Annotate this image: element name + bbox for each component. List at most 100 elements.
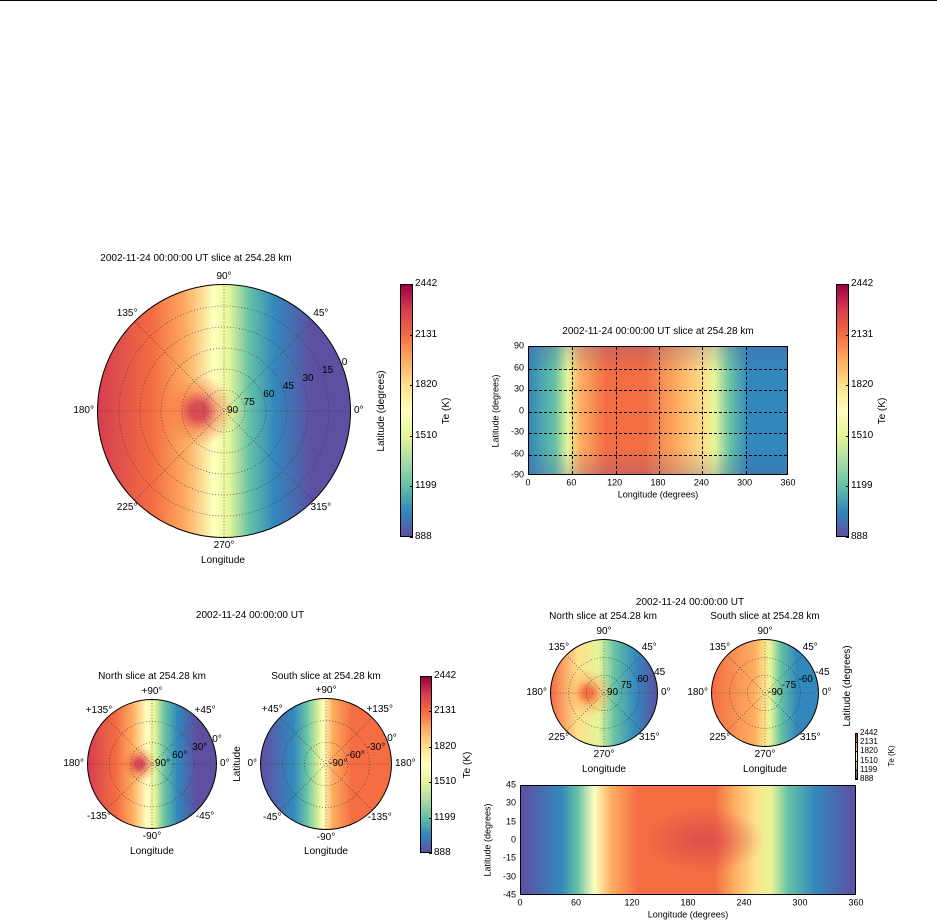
colorbar-tick-label: 888 — [415, 531, 432, 542]
colorbar-tick-label: 1820 — [851, 379, 874, 391]
chart4-south-title: South slice at 254.28 km — [710, 611, 820, 622]
angle-tick-label: 180° — [687, 687, 708, 698]
y-axis-label: Latitude (degrees) — [490, 373, 501, 448]
chart4-north-x-label: Longitude — [582, 764, 626, 775]
chart2-title: 2002-11-24 00:00:00 UT slice at 254.28 k… — [562, 326, 754, 337]
y-tick-label: -30 — [510, 426, 524, 437]
colorbar — [420, 676, 432, 853]
x-tick-label: 0 — [525, 477, 531, 488]
colorbar-tick-label: 2442 — [851, 278, 874, 289]
x-tick-label: 360 — [780, 477, 796, 488]
radial-tick-label: 75 — [243, 397, 255, 409]
x-tick-label: 240 — [693, 477, 709, 488]
colorbar — [400, 284, 413, 537]
colorbar-tick-label: 888 — [851, 531, 868, 542]
y-tick-label: 90 — [513, 340, 524, 351]
colorbar-tick-label: 2131 — [851, 328, 874, 340]
chart3-south-title: South slice at 254.28 km — [271, 671, 381, 682]
grid-circle — [568, 657, 640, 729]
y-tick-label: 0 — [518, 405, 524, 415]
radial-tick-label: 75 — [620, 680, 632, 692]
colorbar-tick — [846, 284, 849, 285]
colorbar-tick-label: 1199 — [860, 764, 878, 774]
radial-tick-label: 45 — [654, 666, 666, 678]
colorbar-tick — [429, 711, 432, 713]
colorbar-tick-label: 888 — [434, 847, 451, 858]
y-tick-label: -15 — [502, 852, 516, 863]
x-tick-label: 120 — [607, 477, 623, 488]
x-tick-label: 360 — [848, 897, 864, 908]
colorbar-label: Te (K) — [877, 397, 888, 424]
colorbar-tick-label: 2131 — [415, 328, 438, 340]
angle-tick-label: 225° — [116, 501, 138, 513]
angle-tick-label: -45° — [263, 811, 282, 823]
y-tick-label: -30 — [502, 871, 516, 882]
map-axes — [520, 785, 856, 895]
colorbar-tick — [855, 779, 858, 780]
x-tick-label: 180 — [680, 897, 696, 908]
y-tick-label: 30 — [513, 383, 524, 394]
colorbar-tick — [429, 746, 432, 748]
grid-spoke — [566, 655, 642, 731]
radial-tick-label: 0 — [341, 357, 348, 369]
radial-tick-label: 60 — [637, 673, 649, 685]
grid-line-vertical — [615, 347, 617, 474]
colorbar-tick-label: 1820 — [415, 379, 438, 391]
grid-line-vertical — [572, 347, 574, 474]
colorbar-label: Te (K) — [887, 745, 896, 767]
grid-circle — [118, 305, 330, 517]
angle-tick-label: +135° — [366, 704, 393, 716]
radial-tick-label: 60 — [263, 389, 275, 401]
chart1-title: 2002-11-24 00:00:00 UT slice at 254.28 k… — [100, 253, 292, 264]
chart3-south-polar-grid — [261, 699, 391, 829]
angle-tick-label: 225° — [548, 732, 570, 744]
top-border — [0, 0, 937, 1]
chart3-south-x-label: Longitude — [304, 846, 348, 857]
colorbar-label: Te (K) — [441, 397, 452, 424]
chart1-y-label: Latitude (degrees) — [376, 370, 387, 452]
map-axes — [528, 346, 788, 475]
x-tick-label: 300 — [737, 477, 753, 488]
y-tick-label: 0 — [510, 834, 516, 845]
chart3-title: 2002-11-24 00:00:00 UT — [195, 610, 305, 621]
angle-tick-label: 90° — [596, 626, 612, 637]
radial-tick-label: 30° — [192, 741, 208, 753]
colorbar-tick — [855, 751, 858, 753]
radial-tick-label: -60 — [798, 673, 813, 685]
colorbar — [855, 733, 858, 779]
x-tick-label: 120 — [624, 897, 640, 908]
angle-tick-label: 90° — [216, 271, 232, 282]
radial-tick-label: -60° — [346, 749, 365, 761]
radial-tick-label: -90° — [329, 758, 348, 769]
chart4-title: 2002-11-24 00:00:00 UT — [635, 597, 745, 608]
colorbar-tick — [429, 676, 432, 677]
angle-tick-label: +45° — [261, 704, 283, 716]
colorbar-tick — [846, 486, 849, 488]
colorbar-tick-label: 1199 — [434, 811, 456, 823]
colorbar-tick-label: 1510 — [434, 776, 457, 788]
colorbar-tick — [846, 537, 849, 538]
grid-line-vertical — [659, 347, 660, 474]
angle-tick-label: 225° — [709, 732, 731, 744]
x-axis-label: Longitude (degrees) — [647, 909, 729, 920]
radial-tick-label: -30° — [366, 741, 386, 753]
chart4-north-title: North slice at 254.28 km — [549, 611, 657, 622]
angle-tick-label: 0° — [220, 758, 230, 769]
angle-tick-label: 45° — [641, 641, 657, 653]
colorbar-tick — [855, 742, 858, 744]
colorbar-label: Te (K) — [462, 751, 473, 778]
colorbar-tick-label: 1510 — [851, 429, 874, 441]
radial-tick-label: 0° — [212, 733, 222, 745]
x-tick-label: 0 — [517, 897, 523, 908]
grid-line-horizontal — [529, 411, 787, 413]
angle-tick-label: 315° — [799, 732, 821, 744]
colorbar-tick-label: 1510 — [860, 755, 878, 765]
grid-circle — [130, 742, 174, 786]
angle-tick-label: +90° — [315, 685, 337, 696]
angle-tick-label: -135° — [367, 811, 392, 823]
colorbar-tick — [410, 385, 413, 387]
colorbar-tick — [429, 782, 432, 784]
angle-tick-label: -90° — [142, 831, 162, 842]
angle-tick-label: 180° — [63, 758, 84, 769]
colorbar-tick-label: 2442 — [415, 278, 438, 289]
